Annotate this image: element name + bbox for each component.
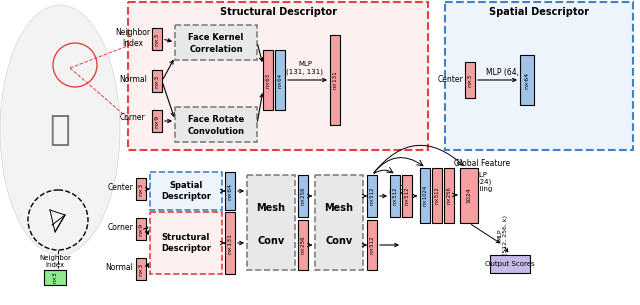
FancyBboxPatch shape <box>175 107 257 142</box>
FancyBboxPatch shape <box>152 70 162 92</box>
Text: n×256: n×256 <box>447 187 451 204</box>
Text: n×3: n×3 <box>467 74 472 87</box>
Text: n×512: n×512 <box>369 187 374 205</box>
FancyBboxPatch shape <box>44 270 66 285</box>
Text: Conv: Conv <box>257 236 285 246</box>
FancyBboxPatch shape <box>444 168 454 223</box>
Text: MLP
(1024): MLP (1024) <box>388 181 412 195</box>
Text: MLP
(512, 256, k): MLP (512, 256, k) <box>498 215 508 255</box>
Text: n×9: n×9 <box>138 222 143 236</box>
FancyBboxPatch shape <box>298 175 308 217</box>
Text: Neighbor
Index: Neighbor Index <box>115 28 150 48</box>
FancyBboxPatch shape <box>275 50 285 110</box>
FancyBboxPatch shape <box>247 175 295 270</box>
Bar <box>150 172 222 210</box>
Text: Face Kernel: Face Kernel <box>188 33 244 42</box>
Text: n×64: n×64 <box>227 182 232 199</box>
Text: Structural Descriptor: Structural Descriptor <box>220 7 337 17</box>
Text: n×512: n×512 <box>435 187 440 204</box>
Text: n×9: n×9 <box>154 114 159 127</box>
Text: Corner: Corner <box>120 113 146 123</box>
Bar <box>128 2 428 150</box>
FancyBboxPatch shape <box>367 220 377 270</box>
Text: n×131: n×131 <box>227 232 232 253</box>
Text: MLP
(131, 131): MLP (131, 131) <box>287 61 323 75</box>
Text: MLP (64, 64): MLP (64, 64) <box>486 67 534 77</box>
Text: n×3: n×3 <box>154 32 159 46</box>
Text: n×3: n×3 <box>138 182 143 196</box>
FancyBboxPatch shape <box>136 258 146 280</box>
FancyBboxPatch shape <box>330 35 340 125</box>
Text: n×512: n×512 <box>392 187 397 205</box>
FancyBboxPatch shape <box>520 55 534 105</box>
FancyBboxPatch shape <box>490 255 530 273</box>
Text: n×131: n×131 <box>333 71 337 89</box>
Text: Center: Center <box>108 184 133 192</box>
FancyBboxPatch shape <box>298 220 308 270</box>
Text: Face Rotate: Face Rotate <box>188 115 244 124</box>
FancyBboxPatch shape <box>420 168 430 223</box>
Text: n×3: n×3 <box>138 262 143 276</box>
Text: Global Feature: Global Feature <box>454 159 510 168</box>
FancyBboxPatch shape <box>460 168 478 223</box>
Text: Normal: Normal <box>119 76 147 84</box>
Text: Output Scores: Output Scores <box>485 261 535 267</box>
FancyBboxPatch shape <box>136 218 146 240</box>
Text: n×63: n×63 <box>266 73 271 88</box>
FancyBboxPatch shape <box>175 25 257 60</box>
Text: MLP
(1024)
Pooling: MLP (1024) Pooling <box>467 172 493 192</box>
FancyBboxPatch shape <box>263 50 273 110</box>
Bar <box>445 2 633 150</box>
FancyBboxPatch shape <box>390 175 400 217</box>
Ellipse shape <box>0 5 120 255</box>
Text: n×64: n×64 <box>278 73 282 88</box>
Text: Neighbor
Index: Neighbor Index <box>39 255 71 268</box>
FancyBboxPatch shape <box>136 178 146 200</box>
FancyBboxPatch shape <box>152 28 162 50</box>
Text: Structural
Descriptor: Structural Descriptor <box>161 233 211 253</box>
FancyBboxPatch shape <box>402 175 412 217</box>
Text: Conv: Conv <box>325 236 353 246</box>
Bar <box>150 212 222 274</box>
Text: n×3: n×3 <box>154 74 159 88</box>
FancyBboxPatch shape <box>367 175 377 217</box>
Text: Correlation: Correlation <box>189 45 243 54</box>
FancyBboxPatch shape <box>225 172 235 210</box>
Text: n×1024: n×1024 <box>422 185 428 206</box>
Text: n×3: n×3 <box>52 272 58 283</box>
Text: n×512: n×512 <box>404 187 410 205</box>
FancyBboxPatch shape <box>152 110 162 132</box>
Text: Spatial Descriptor: Spatial Descriptor <box>489 7 589 17</box>
FancyBboxPatch shape <box>432 168 442 223</box>
Text: Corner: Corner <box>108 224 133 232</box>
Text: n×256: n×256 <box>301 236 305 254</box>
Text: 1024: 1024 <box>467 188 472 203</box>
FancyBboxPatch shape <box>315 175 363 270</box>
FancyBboxPatch shape <box>225 212 235 274</box>
Text: Mesh: Mesh <box>324 203 353 213</box>
Text: n×512: n×512 <box>369 236 374 254</box>
Text: Spatial
Descriptor: Spatial Descriptor <box>161 181 211 201</box>
Text: 🐰: 🐰 <box>49 113 70 147</box>
FancyBboxPatch shape <box>465 62 475 98</box>
Text: n×256: n×256 <box>301 187 305 205</box>
Text: Convolution: Convolution <box>188 127 244 136</box>
Text: n×64: n×64 <box>525 71 529 88</box>
Text: Mesh: Mesh <box>257 203 285 213</box>
Text: Normal: Normal <box>105 264 133 272</box>
Text: Center: Center <box>437 76 463 84</box>
